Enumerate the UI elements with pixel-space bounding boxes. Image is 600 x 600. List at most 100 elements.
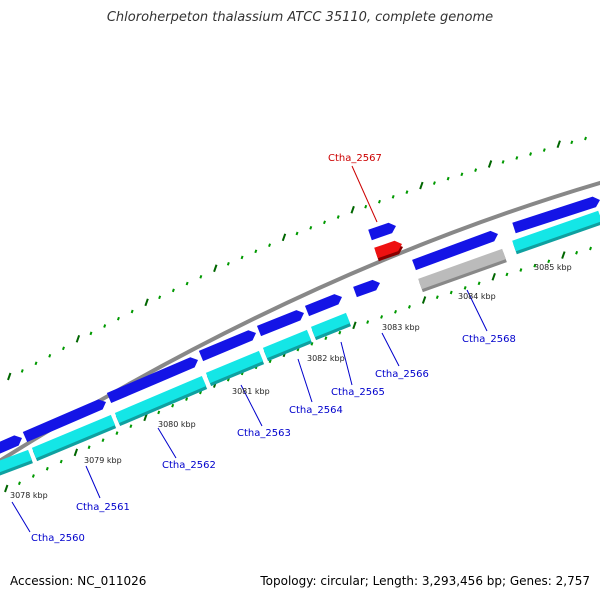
outer-tick xyxy=(240,255,244,260)
forward-gene-small[interactable] xyxy=(368,222,396,241)
outer-tick xyxy=(254,249,258,254)
gene-label-ctha-2568[interactable]: Ctha_2568 xyxy=(462,334,516,345)
outer-tick xyxy=(281,233,287,242)
outer-tick xyxy=(199,275,203,279)
inner-tick xyxy=(575,250,579,255)
scale-labels: 3078 kbp 3079 kbp 3080 kbp 3081 kbp 3082… xyxy=(10,263,572,500)
inner-tick xyxy=(366,320,370,324)
gene-label-ctha-2561[interactable]: Ctha_2561 xyxy=(76,502,130,513)
outer-tick xyxy=(474,168,478,172)
forward-gene[interactable] xyxy=(256,310,304,337)
forward-gene[interactable] xyxy=(512,196,600,234)
inner-tick xyxy=(380,315,384,319)
inner-tick xyxy=(547,259,551,264)
inner-tick xyxy=(338,330,342,335)
inner-tick xyxy=(505,272,509,277)
inner-tick xyxy=(59,459,63,464)
scale-label-3084: 3084 kbp xyxy=(458,292,496,301)
forward-gene[interactable] xyxy=(106,357,198,404)
outer-tick xyxy=(350,205,355,214)
inner-tick xyxy=(435,295,439,300)
outer-tick xyxy=(7,372,12,381)
inner-tick xyxy=(171,403,175,408)
leader-line xyxy=(11,501,31,533)
inner-tick xyxy=(4,484,9,493)
inner-tick xyxy=(491,273,496,281)
outer-tick xyxy=(34,361,38,366)
inner-tick xyxy=(477,281,481,286)
outer-tick xyxy=(460,172,464,177)
outer-tick xyxy=(185,281,189,286)
outer-tick xyxy=(130,309,134,314)
inner-tick xyxy=(101,438,105,442)
forward-gene[interactable] xyxy=(0,435,22,457)
selected-gene[interactable] xyxy=(374,240,402,259)
outer-tick xyxy=(103,324,107,328)
inner-tick xyxy=(185,397,189,401)
outer-tick xyxy=(391,195,395,199)
gene-label-ctha-2560[interactable]: Ctha_2560 xyxy=(31,533,85,544)
outer-tick xyxy=(323,220,326,225)
reverse-gene[interactable] xyxy=(0,449,32,475)
reverse-gene[interactable] xyxy=(205,350,264,384)
inner-tick xyxy=(73,448,79,457)
inner-tick xyxy=(589,246,592,251)
forward-gene[interactable] xyxy=(22,399,107,443)
inner-tick xyxy=(421,296,427,304)
outer-tick xyxy=(529,152,533,156)
outer-tick xyxy=(556,140,561,149)
topology-info: Topology: circular; Length: 3,293,456 bp… xyxy=(260,574,590,588)
outer-tick xyxy=(542,148,546,152)
inner-tick xyxy=(519,268,523,272)
reverse-gene[interactable] xyxy=(310,312,351,338)
gene-label-ctha-2564[interactable]: Ctha_2564 xyxy=(289,405,343,416)
reverse-gene[interactable] xyxy=(31,414,116,459)
outer-tick xyxy=(20,369,24,373)
outer-tick xyxy=(446,176,450,181)
outer-tick xyxy=(226,261,230,266)
gene-features[interactable] xyxy=(0,196,600,479)
scale-label-3079: 3079 kbp xyxy=(84,456,122,465)
inner-tick xyxy=(310,341,314,346)
gene-labels[interactable]: Ctha_2560 Ctha_2561 Ctha_2562 Ctha_2563 … xyxy=(31,153,516,544)
forward-gene[interactable] xyxy=(304,294,342,317)
outer-tick xyxy=(515,156,519,160)
outer-tick xyxy=(405,190,409,194)
inner-tick xyxy=(394,310,397,314)
outer-tick xyxy=(158,295,162,300)
leader-line xyxy=(381,332,400,367)
outer-tick xyxy=(364,204,368,209)
gene-label-ctha-2562[interactable]: Ctha_2562 xyxy=(162,460,216,471)
inner-tick xyxy=(561,251,566,259)
forward-gene[interactable] xyxy=(198,330,256,362)
outer-tick xyxy=(584,136,587,141)
pseudo-gene[interactable] xyxy=(418,248,506,290)
leader-line xyxy=(351,165,378,223)
inner-tick xyxy=(449,290,453,295)
forward-gene[interactable] xyxy=(353,279,380,298)
reverse-gene[interactable] xyxy=(114,375,207,424)
inner-tick xyxy=(157,410,161,415)
inner-tick xyxy=(407,305,411,309)
gene-label-ctha-2563[interactable]: Ctha_2563 xyxy=(237,428,291,439)
inner-tick xyxy=(268,359,272,364)
gene-label-ctha-2567[interactable]: Ctha_2567 xyxy=(328,153,382,164)
inner-tick xyxy=(129,424,133,429)
outer-tick xyxy=(501,160,505,164)
inner-tick xyxy=(324,336,328,341)
inner-tick xyxy=(87,445,91,450)
gene-label-ctha-2566[interactable]: Ctha_2566 xyxy=(375,369,429,380)
outer-tick xyxy=(48,353,52,358)
outer-tick xyxy=(419,181,424,190)
reverse-gene[interactable] xyxy=(512,210,600,252)
scale-label-3082: 3082 kbp xyxy=(307,354,345,363)
outer-tick xyxy=(487,160,493,168)
inner-tick xyxy=(31,474,35,478)
scale-label-3083: 3083 kbp xyxy=(382,323,420,332)
inner-tick xyxy=(352,321,357,330)
gene-label-ctha-2565[interactable]: Ctha_2565 xyxy=(331,387,385,398)
reverse-gene[interactable] xyxy=(262,329,312,359)
forward-gene[interactable] xyxy=(412,230,498,271)
leader-line xyxy=(157,427,177,459)
outer-tick xyxy=(268,243,272,248)
